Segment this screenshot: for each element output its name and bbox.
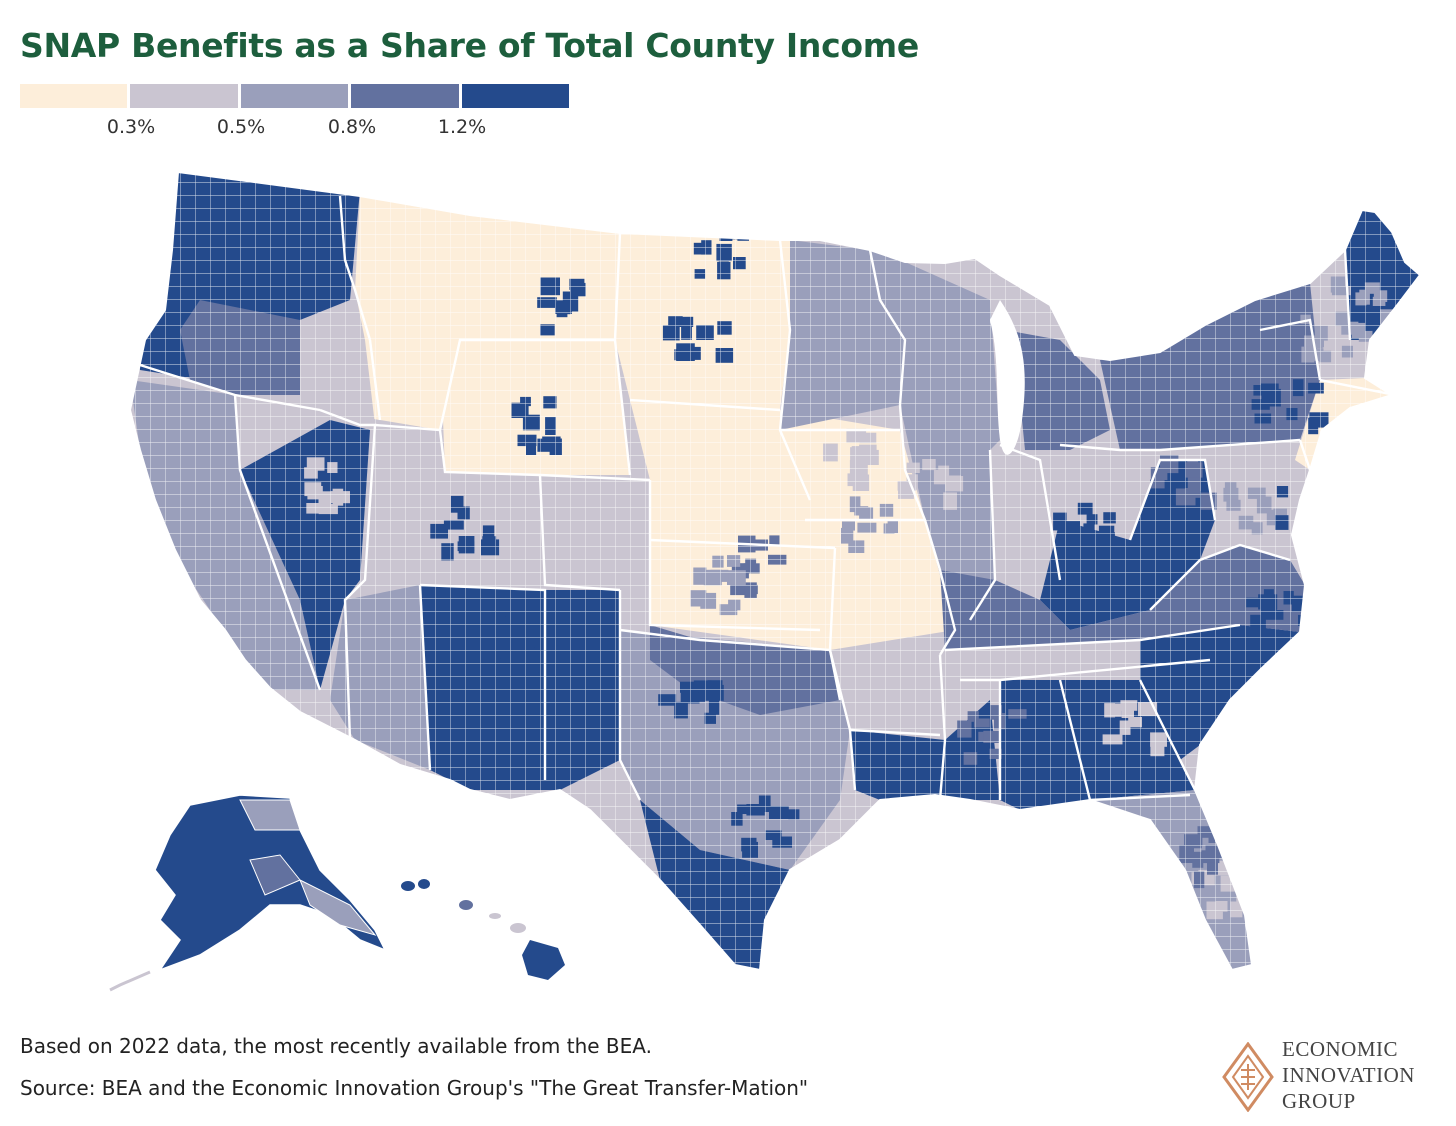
legend-break-label: 1.2%	[437, 116, 487, 138]
legend-swatch	[130, 84, 238, 108]
county-cell	[1303, 521, 1321, 540]
island-molokai	[489, 913, 501, 919]
logo-wordmark: ECONOMIC INNOVATION GROUP	[1282, 1036, 1415, 1114]
source-credit: Source: BEA and the Economic Innovation …	[20, 1076, 809, 1100]
map-title: SNAP Benefits as a Share of Total County…	[20, 26, 919, 65]
data-note: Based on 2022 data, the most recently av…	[20, 1034, 652, 1058]
eig-logo: ECONOMIC INNOVATION GROUP	[1222, 1036, 1452, 1116]
island-big-island	[522, 940, 565, 980]
island-oahu	[459, 900, 473, 910]
diamond-logo-icon	[1222, 1042, 1274, 1112]
lake-michigan	[990, 300, 1025, 455]
alaska	[109, 794, 387, 992]
county-cell	[1318, 502, 1337, 514]
legend-swatch	[351, 84, 459, 108]
island-kauai	[401, 881, 415, 891]
county-cell	[1241, 883, 1255, 894]
legend-swatch	[461, 84, 569, 108]
legend-break-label: 0.8%	[327, 116, 377, 138]
island-niihau	[418, 879, 430, 889]
county-cell	[1297, 507, 1316, 525]
island-maui	[510, 923, 526, 933]
county-cell	[1317, 475, 1336, 489]
legend-color-bar	[20, 84, 572, 108]
hawaii	[401, 879, 565, 980]
county-cell	[1329, 507, 1346, 524]
county-cell	[1314, 483, 1332, 493]
logo-line: ECONOMIC	[1282, 1037, 1399, 1061]
legend-swatch	[240, 84, 349, 108]
legend: 0.3% 0.5% 0.8% 1.2%	[20, 84, 572, 144]
state-borders	[139, 195, 1396, 802]
legend-break-label: 0.5%	[216, 116, 266, 138]
county-cell	[1309, 503, 1329, 518]
logo-line: GROUP	[1282, 1089, 1356, 1113]
county-cell	[1317, 511, 1329, 527]
legend-swatch	[20, 84, 128, 108]
legend-break-label: 0.3%	[106, 116, 156, 138]
logo-line: INNOVATION	[1282, 1063, 1415, 1087]
